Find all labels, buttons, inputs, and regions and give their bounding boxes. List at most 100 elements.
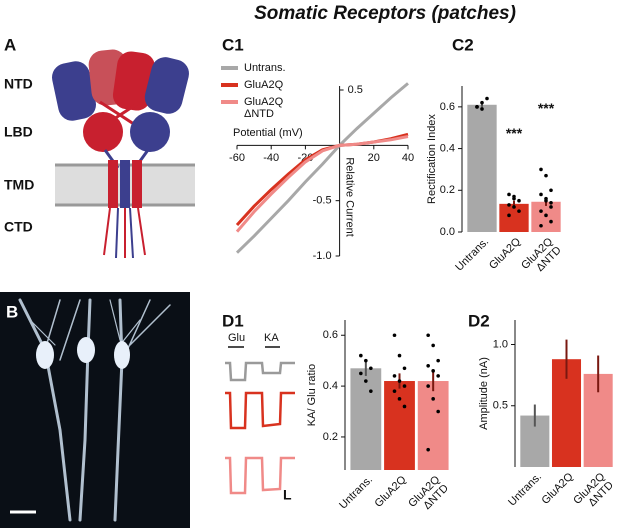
panel-label: A bbox=[4, 35, 16, 54]
data-point bbox=[485, 96, 489, 101]
x-tick-label: Untrans. bbox=[337, 474, 375, 512]
data-point bbox=[544, 196, 548, 201]
y-axis-label: Rectification Index bbox=[426, 114, 438, 204]
legend-label: GluA2Q ΔNTD bbox=[244, 96, 284, 120]
data-point bbox=[512, 196, 516, 201]
significance: *** bbox=[538, 100, 555, 116]
y-tick-label: 0.6 bbox=[440, 101, 455, 113]
data-point bbox=[517, 209, 521, 213]
y-tick-label: 0.5 bbox=[348, 84, 363, 96]
x-tick-label: 20 bbox=[368, 152, 380, 164]
data-point bbox=[359, 353, 363, 358]
bar bbox=[384, 381, 415, 470]
data-point bbox=[369, 389, 373, 393]
bar bbox=[350, 368, 382, 470]
domain-label: TMD bbox=[4, 177, 34, 193]
legend-label: GluA2Q bbox=[244, 79, 284, 91]
y-axis-label: KA/ Glu ratio bbox=[306, 364, 318, 426]
y-axis-label: Amplitude (nA) bbox=[478, 357, 490, 430]
data-point bbox=[402, 366, 407, 371]
y-tick-label: 0.4 bbox=[323, 380, 338, 392]
data-point bbox=[549, 201, 553, 205]
legend-label: Untrans. bbox=[244, 62, 286, 74]
data-point bbox=[475, 105, 479, 109]
data-point bbox=[431, 369, 435, 373]
data-point bbox=[397, 397, 402, 401]
series-line bbox=[235, 82, 409, 254]
data-point bbox=[426, 384, 430, 388]
data-point bbox=[392, 389, 397, 393]
data-point bbox=[544, 213, 548, 218]
data-point bbox=[436, 358, 440, 363]
data-point bbox=[544, 173, 548, 178]
data-point bbox=[549, 205, 553, 209]
data-point bbox=[397, 379, 402, 383]
microscopy-image bbox=[0, 292, 190, 528]
data-point bbox=[392, 374, 397, 378]
data-point bbox=[539, 223, 543, 228]
x-tick-label: GluA2QΔNTD bbox=[519, 235, 564, 280]
current-traces bbox=[225, 346, 295, 495]
x-tick-label: GluA2QΔNTD bbox=[406, 473, 451, 518]
bar bbox=[467, 104, 497, 232]
panel-label: D2 bbox=[468, 311, 490, 330]
series-line bbox=[235, 132, 409, 227]
data-point bbox=[402, 404, 407, 409]
y-tick-label: 0.2 bbox=[440, 184, 455, 196]
panel-label: C1 bbox=[222, 35, 244, 54]
data-point bbox=[364, 358, 368, 363]
panel-label: B bbox=[6, 302, 18, 321]
data-point bbox=[426, 363, 430, 368]
data-point bbox=[549, 188, 553, 193]
data-point bbox=[369, 366, 373, 371]
scale-bar: L bbox=[283, 487, 292, 503]
data-point bbox=[512, 205, 516, 209]
y-axis-label: Relative Current bbox=[344, 157, 356, 236]
data-point bbox=[402, 384, 407, 388]
significance: *** bbox=[506, 125, 523, 141]
y-tick-label: 0.0 bbox=[440, 226, 455, 238]
data-point bbox=[539, 167, 543, 172]
data-point bbox=[507, 213, 511, 218]
x-tick-label: Untrans. bbox=[453, 236, 491, 274]
x-tick-label: GluA2Q bbox=[487, 235, 523, 271]
data-point bbox=[431, 397, 435, 401]
data-point bbox=[539, 192, 543, 197]
panel-label: D1 bbox=[222, 311, 244, 330]
data-point bbox=[480, 107, 484, 111]
trace-label: Glu bbox=[228, 332, 245, 344]
bar bbox=[417, 381, 449, 470]
data-point bbox=[364, 379, 368, 383]
data-point bbox=[397, 353, 402, 358]
x-axis-label: Potential (mV) bbox=[233, 127, 303, 139]
data-point bbox=[480, 100, 484, 105]
figure-title: Somatic Receptors (patches) bbox=[254, 3, 516, 24]
x-tick-label: GluA2QΔNTD bbox=[571, 470, 616, 515]
data-point bbox=[507, 203, 511, 207]
x-tick-label: Untrans. bbox=[506, 471, 544, 509]
x-tick-label: GluA2Q bbox=[540, 470, 576, 506]
data-point bbox=[436, 374, 440, 378]
data-point bbox=[436, 409, 440, 414]
data-point bbox=[359, 371, 363, 376]
y-tick-label: 0.5 bbox=[493, 400, 508, 412]
y-tick-label: 1.0 bbox=[493, 338, 508, 350]
y-tick-label: 0.2 bbox=[323, 431, 338, 443]
data-point bbox=[517, 198, 521, 203]
x-tick-label: -60 bbox=[229, 152, 245, 164]
x-tick-label: 40 bbox=[402, 152, 414, 164]
domain-label: LBD bbox=[4, 124, 33, 140]
panel-label: C2 bbox=[452, 35, 474, 54]
y-tick-label: -0.5 bbox=[313, 195, 332, 207]
x-tick-label: GluA2Q bbox=[373, 473, 409, 509]
receptor-diagram bbox=[51, 49, 195, 259]
domain-label: CTD bbox=[4, 219, 33, 235]
data-point bbox=[539, 209, 543, 213]
data-point bbox=[426, 333, 430, 338]
data-point bbox=[431, 343, 435, 348]
domain-label: NTD bbox=[4, 76, 33, 92]
x-tick-label: -40 bbox=[263, 152, 279, 164]
y-tick-label: 0.6 bbox=[323, 329, 338, 341]
data-point bbox=[426, 447, 430, 452]
